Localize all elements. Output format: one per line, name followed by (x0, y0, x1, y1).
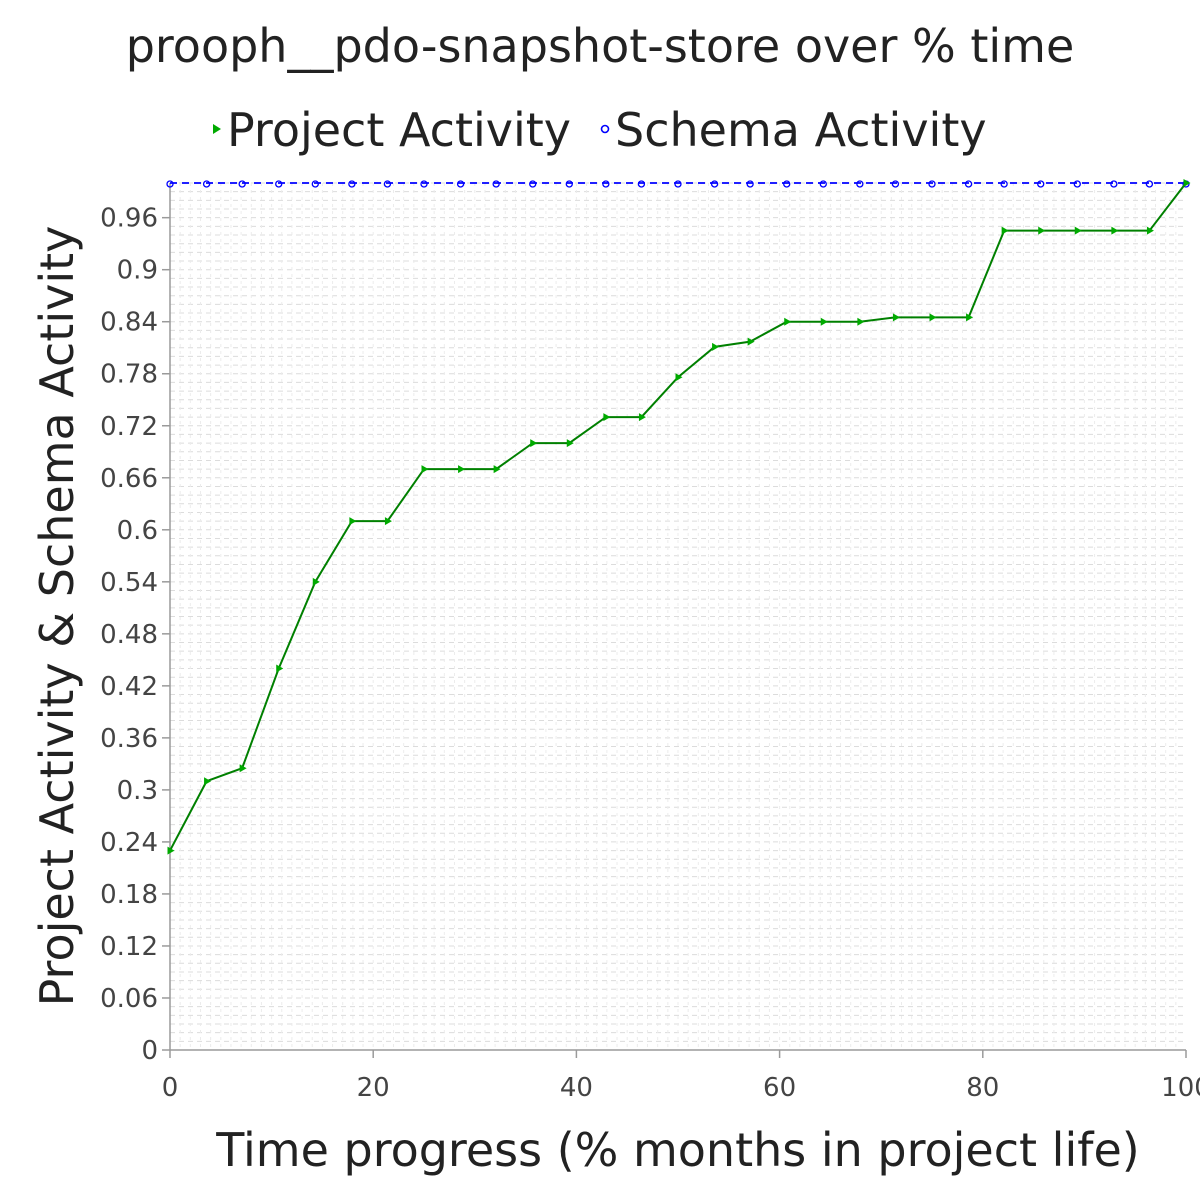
project-activity-point (1038, 226, 1046, 235)
y-tick-label: 0 (141, 1036, 158, 1066)
y-tick-label: 0.3 (117, 776, 158, 806)
y-tick-label: 0.18 (100, 880, 158, 910)
x-tick-label: 20 (357, 1073, 390, 1103)
schema-activity-point (348, 180, 356, 188)
project-activity-point (1146, 226, 1154, 235)
x-tick-label: 100 (1161, 1073, 1200, 1103)
x-tick-label: 40 (560, 1073, 593, 1103)
legend-marker-schema-activity (600, 124, 610, 134)
y-tick-label: 0.06 (100, 984, 158, 1014)
project-activity-point (1183, 179, 1191, 187)
schema-activity-point (637, 180, 646, 188)
y-tick-label: 0.9 (117, 256, 158, 286)
y-tick-label: 0.72 (100, 412, 158, 442)
legend-marker-project-activity (213, 124, 221, 134)
project-activity-point (493, 465, 501, 474)
y-axis-ticks: 0 0.06 0.12 0.18 0.24 0.3 0.36 0.42 0.48 0.54 0.6 0… (100, 204, 170, 1066)
schema-activity-point (602, 180, 610, 188)
schema-activity-point (456, 180, 465, 188)
y-tick-label: 0.48 (100, 620, 158, 650)
project-activity-point (784, 317, 792, 326)
project-activity-point (675, 373, 683, 382)
project-activity-point (421, 465, 429, 474)
axes (169, 183, 1186, 1051)
y-tick-label: 0.66 (100, 464, 158, 494)
x-tick-label: 80 (966, 1073, 999, 1103)
schema-activity-point (311, 180, 319, 188)
grid (170, 182, 1186, 1050)
schema-activity-point (1073, 180, 1081, 188)
project-activity-point (530, 439, 538, 448)
project-activity-point (712, 342, 720, 351)
schema-activity-point (710, 180, 719, 188)
schema-activity-point (1037, 180, 1045, 188)
schema-activity-point (783, 180, 791, 188)
x-tick-label: 0 (162, 1073, 179, 1103)
y-tick-label: 0.42 (100, 672, 158, 702)
y-tick-label: 0.96 (100, 204, 158, 234)
y-tick-label: 0.78 (100, 360, 158, 390)
schema-activity-point (746, 180, 754, 188)
schema-activity-point (383, 180, 392, 188)
x-axis-label: Time progress (% months in project life) (215, 1123, 1139, 1177)
schema-activity-point (275, 180, 283, 188)
project-activity-point (603, 413, 611, 422)
schema-activity-point (565, 180, 573, 188)
project-activity-point (167, 846, 175, 855)
schema-activity-point (529, 180, 537, 188)
schema-activity-point (928, 180, 936, 188)
project-activity-point (1111, 226, 1119, 235)
project-activity-point (747, 337, 755, 346)
project-activity-point (276, 664, 284, 673)
project-activity-point (312, 577, 320, 586)
schema-activity-point (1000, 180, 1008, 188)
schema-activity-point (964, 180, 973, 188)
legend-label-schema-activity: Schema Activity (615, 103, 987, 157)
project-activity-point (204, 777, 212, 786)
legend: Project Activity Schema Activity (213, 103, 987, 157)
project-activity-point (892, 313, 900, 322)
y-axis-label: Project Activity & Schema Activity (30, 226, 84, 1007)
project-activity-point (239, 764, 247, 773)
legend-label-project-activity: Project Activity (227, 103, 571, 157)
project-activity-point (1074, 226, 1082, 235)
schema-activity-point (891, 180, 900, 188)
schema-activity-point (492, 180, 500, 188)
y-tick-label: 0.6 (117, 516, 158, 546)
project-activity-point (1001, 226, 1009, 235)
project-activity-point (566, 439, 574, 448)
y-tick-label: 0.84 (100, 308, 158, 338)
x-axis-ticks: 0 20 40 60 80 100 (162, 1050, 1200, 1103)
schema-activity-point (1110, 180, 1118, 188)
series-layer (166, 179, 1191, 855)
schema-activity-point (420, 180, 428, 188)
schema-activity-point (674, 180, 682, 188)
y-tick-label: 0.24 (100, 828, 158, 858)
project-activity-point (929, 313, 937, 322)
project-activity-point (384, 517, 392, 526)
project-activity-point (820, 317, 828, 326)
x-tick-label: 60 (763, 1073, 796, 1103)
chart-title: prooph__pdo-snapshot-store over % time (126, 19, 1075, 73)
project-activity-point (966, 313, 974, 322)
schema-activity-point (202, 180, 211, 188)
y-tick-label: 0.54 (100, 568, 158, 598)
schema-activity-point (856, 180, 864, 188)
schema-activity-point (166, 180, 174, 188)
y-tick-label: 0.12 (100, 932, 158, 962)
y-tick-label: 0.36 (100, 724, 158, 754)
project-activity-point (349, 517, 357, 526)
project-activity-point (857, 317, 865, 326)
schema-activity-point (238, 180, 246, 188)
schema-activity-point (1145, 180, 1154, 188)
project-activity-point (638, 413, 646, 422)
schema-activity-point (819, 180, 827, 188)
project-activity-point (458, 465, 466, 474)
